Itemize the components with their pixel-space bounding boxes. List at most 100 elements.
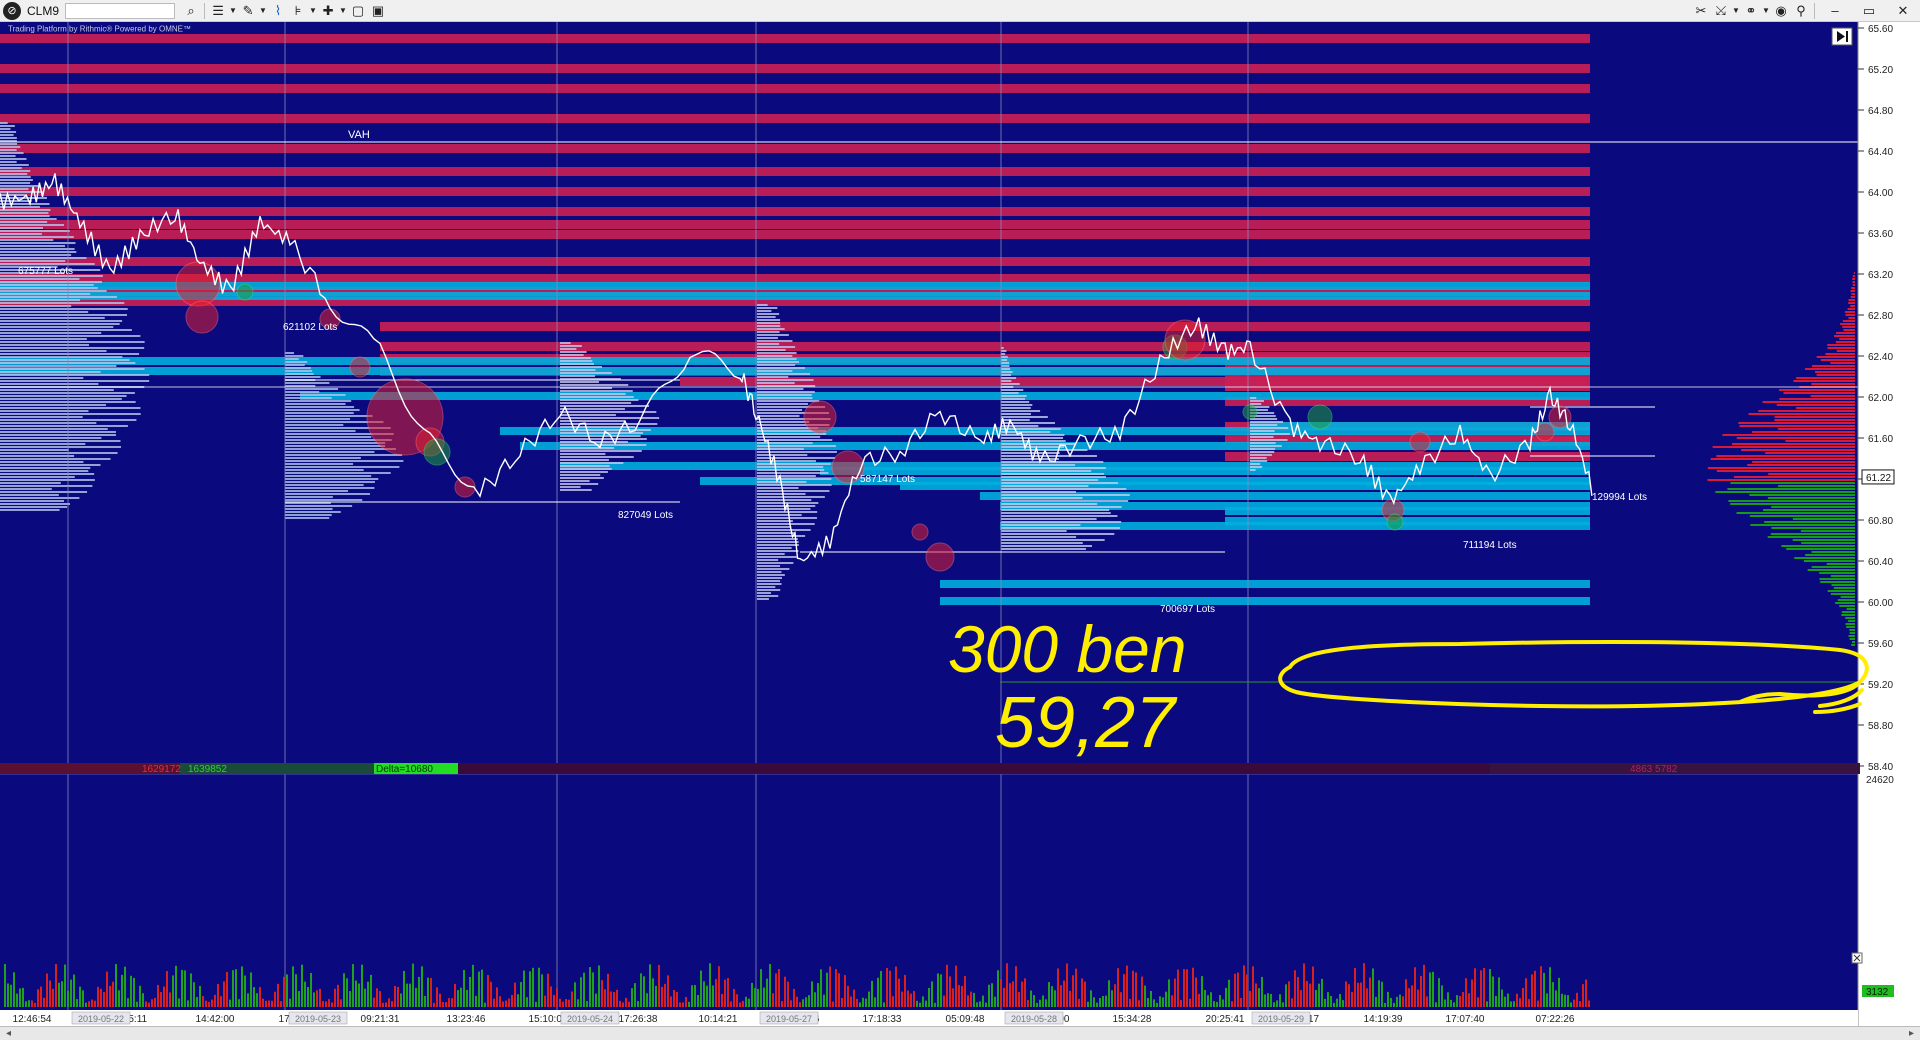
search-icon[interactable]: ⌕ xyxy=(187,2,195,18)
support-band xyxy=(0,367,1590,375)
volume-bar xyxy=(202,996,204,1007)
composite-profile-bar xyxy=(1848,317,1855,319)
profile-bar xyxy=(0,203,50,205)
composite-profile-bar xyxy=(1811,551,1855,553)
highlight-tail xyxy=(1813,688,1864,714)
volume-bar xyxy=(1351,991,1353,1007)
composite-profile-bar xyxy=(1852,281,1855,283)
volume-bar xyxy=(808,995,810,1007)
maximize-button[interactable]: ▭ xyxy=(1862,2,1876,18)
composite-profile-bar xyxy=(1825,353,1855,355)
pencil-icon[interactable]: ✎ xyxy=(242,2,254,18)
chevron-down-icon[interactable]: ▼ xyxy=(259,6,267,15)
profile-bar xyxy=(1001,470,1092,472)
volume-bar xyxy=(1087,1001,1089,1007)
volume-bar xyxy=(388,998,390,1007)
volume-bar xyxy=(64,964,66,1007)
profile-bar xyxy=(0,449,69,451)
profile-bar xyxy=(1001,404,1033,406)
volume-bar xyxy=(85,1002,87,1007)
profile-bar xyxy=(1001,473,1105,475)
volume-bar xyxy=(508,998,510,1007)
chart-area[interactable]: Trading Platform by Rithmic® Powered by … xyxy=(0,22,1920,1026)
volume-bar xyxy=(1126,965,1128,1007)
pin-icon[interactable]: ⚲ xyxy=(1796,2,1806,18)
app-logo-icon[interactable]: ⊘ xyxy=(3,1,21,20)
volume-bar xyxy=(16,993,18,1007)
account-field[interactable] xyxy=(65,2,176,19)
profile-bar xyxy=(1250,412,1275,414)
volume-bar xyxy=(1384,1002,1386,1007)
volume-bar xyxy=(454,983,456,1007)
crossing-arrows-icon[interactable]: ⤩ xyxy=(1715,2,1727,18)
volume-bar xyxy=(1057,968,1059,1007)
profile-bar xyxy=(560,468,612,470)
scroll-left-button[interactable]: ◂ xyxy=(6,1028,12,1039)
composite-profile-bar xyxy=(1827,347,1855,349)
line-chart-icon[interactable]: ⌇ xyxy=(274,2,282,18)
chevron-down-icon[interactable]: ▼ xyxy=(309,6,317,15)
buy-bubble xyxy=(1242,404,1258,420)
profile-bar xyxy=(1001,419,1030,421)
layout-icon[interactable]: ▣ xyxy=(371,2,385,18)
volume-bar xyxy=(703,981,705,1007)
profile-bar xyxy=(285,508,333,510)
window-icon[interactable]: ▢ xyxy=(351,2,365,18)
profile-bar xyxy=(757,370,793,372)
camera-icon[interactable]: ◉ xyxy=(1775,2,1787,18)
link-icon[interactable]: ⚭ xyxy=(1745,2,1757,18)
volume-bar xyxy=(493,998,495,1007)
minimize-button[interactable]: – xyxy=(1831,3,1839,18)
volume-bar xyxy=(355,980,357,1007)
profile-bar xyxy=(560,474,601,476)
symbol-label[interactable]: CLM9 xyxy=(27,3,60,18)
volume-bar xyxy=(670,996,672,1007)
volume-bar xyxy=(478,971,480,1007)
volume-bar xyxy=(835,969,837,1007)
profile-bar xyxy=(285,427,391,429)
volume-bar xyxy=(931,981,933,1007)
volume-bar xyxy=(652,978,654,1007)
close-button[interactable]: ✕ xyxy=(1897,2,1909,18)
composite-profile-bar xyxy=(1776,404,1855,406)
profile-bar xyxy=(0,317,105,319)
volume-bar xyxy=(760,969,762,1007)
crosshair-icon[interactable]: ✚ xyxy=(322,2,334,18)
volume-bar xyxy=(1378,980,1380,1007)
chevron-down-icon[interactable]: ▼ xyxy=(1762,6,1770,15)
profile-bar xyxy=(0,500,64,502)
horizontal-scrollbar[interactable]: ◂ ▸ xyxy=(0,1026,1920,1040)
volume-bar xyxy=(1066,963,1068,1007)
volume-axis-box xyxy=(1862,774,1894,785)
list-icon[interactable]: ☰ xyxy=(212,2,224,18)
profile-bar xyxy=(757,397,813,399)
profile-bar xyxy=(757,529,811,531)
profile-bar xyxy=(0,242,76,244)
bar-settings-icon[interactable]: ⊧ xyxy=(294,2,302,18)
chart-canvas[interactable]: Trading Platform by Rithmic® Powered by … xyxy=(0,22,1920,1026)
profile-bar xyxy=(1001,527,1121,529)
chevron-down-icon[interactable]: ▼ xyxy=(229,6,237,15)
volume-bar xyxy=(799,1002,801,1007)
volume-bar xyxy=(823,994,825,1007)
profile-bar xyxy=(0,470,89,472)
profile-bar xyxy=(0,482,61,484)
composite-profile-bar xyxy=(1785,440,1855,442)
scroll-right-button[interactable]: ▸ xyxy=(1908,1028,1914,1039)
profile-bar xyxy=(0,263,95,265)
volume-bar xyxy=(181,969,183,1007)
profile-bar xyxy=(757,538,798,540)
delta-right-value: 4863 5782 xyxy=(1630,764,1678,775)
volume-bar xyxy=(1246,974,1248,1007)
tools-icon[interactable]: ✂ xyxy=(1695,2,1707,18)
chevron-down-icon[interactable]: ▼ xyxy=(1732,6,1740,15)
profile-bar xyxy=(1250,469,1256,471)
profile-bar xyxy=(0,170,31,172)
volume-bar xyxy=(61,981,63,1007)
profile-bar xyxy=(0,128,11,130)
chevron-down-icon[interactable]: ▼ xyxy=(339,6,347,15)
composite-profile-bar xyxy=(1771,527,1855,529)
delta-buy-value: 1639852 xyxy=(188,764,227,775)
lots-label: 827049 Lots xyxy=(618,510,673,521)
resistance-band xyxy=(0,287,1590,296)
